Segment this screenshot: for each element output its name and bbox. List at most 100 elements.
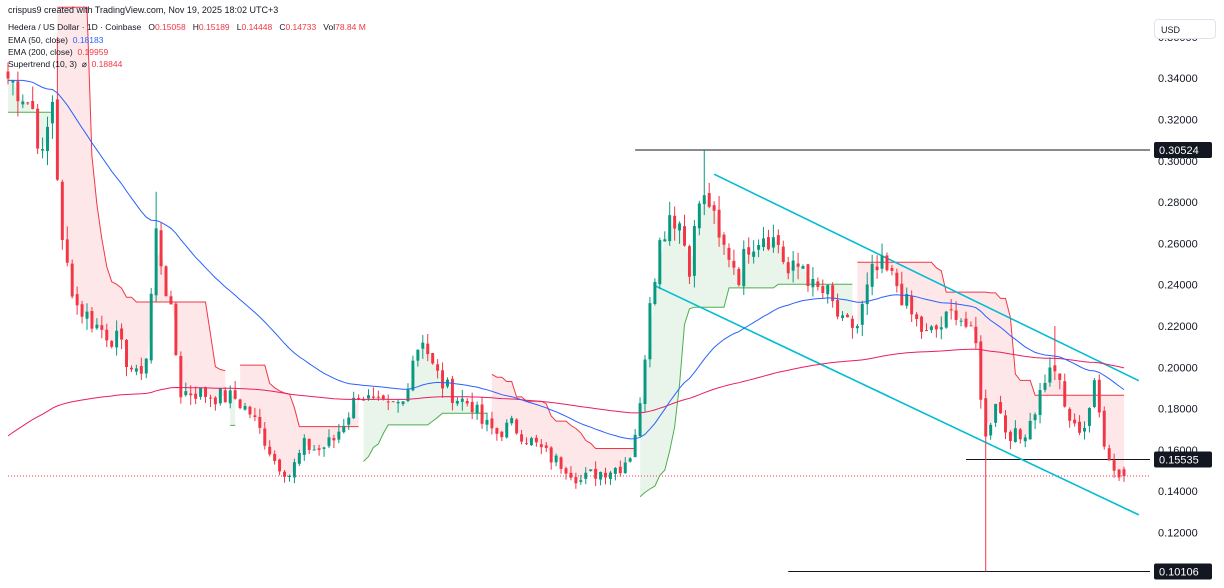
candle-body [717, 209, 721, 238]
candle-body [954, 310, 958, 321]
price-tick-label: 0.28000 [1158, 197, 1198, 209]
candle-body [208, 397, 212, 399]
ohlc-legend: Hedera / US Dollar · 1D · Coinbase O0.15… [8, 21, 366, 33]
candle-body [539, 444, 543, 448]
candle-body [36, 108, 40, 149]
candle-body [194, 393, 198, 399]
candle-body [1087, 408, 1091, 426]
candle-body [75, 294, 79, 306]
candle-body [297, 452, 301, 464]
candle-body [860, 303, 864, 325]
candle-body [218, 388, 222, 404]
candle-body [747, 247, 751, 255]
candle-body [317, 448, 321, 450]
candle-body [243, 405, 247, 410]
candle-body [520, 434, 524, 442]
candle-body [969, 325, 973, 327]
candle-body [70, 263, 74, 297]
candle-body [169, 296, 173, 305]
candle-body [564, 468, 568, 474]
candle-body [1107, 448, 1111, 461]
candle-body [1063, 381, 1067, 407]
candle-body [144, 358, 148, 374]
candle-body [139, 366, 143, 374]
high-label: H [192, 22, 199, 32]
candle-body [21, 101, 25, 105]
candle-body [707, 193, 711, 207]
candle-body [722, 234, 726, 245]
candle-body [120, 328, 124, 340]
candle-body [1083, 427, 1086, 432]
candle-body [421, 342, 425, 349]
candle-body [924, 330, 928, 332]
candle-body [880, 255, 884, 269]
candle-body [648, 303, 652, 360]
candle-body [85, 311, 89, 319]
ema200-legend[interactable]: EMA (200, close) 0.19959 [8, 46, 108, 58]
candle-body [855, 326, 859, 329]
price-axis[interactable]: 0.360000.340000.320000.300000.280000.260… [1158, 32, 1198, 540]
candle-body [436, 364, 440, 371]
price-tick-label: 0.34000 [1158, 73, 1198, 85]
candle-body [732, 260, 736, 268]
currency-selector[interactable]: USD [1154, 19, 1216, 39]
candle-body [396, 401, 400, 404]
candle-body [1004, 415, 1007, 433]
candle-body [268, 446, 272, 455]
price-tick-label: 0.32000 [1158, 114, 1198, 126]
candle-body [312, 449, 316, 451]
level-price-tag [1154, 141, 1212, 158]
candle-body [322, 447, 326, 449]
candle-body [1097, 379, 1101, 413]
candle-body [766, 237, 770, 250]
candle-body [292, 462, 296, 478]
candle-body [579, 480, 583, 482]
ema200-label: EMA (200, close) [8, 47, 73, 57]
candle-body [233, 390, 237, 399]
candle-body [633, 434, 637, 458]
price-tick-label: 0.18000 [1158, 404, 1198, 416]
candle-body [223, 390, 227, 403]
candle-body [554, 455, 558, 463]
price-tick-label: 0.26000 [1158, 238, 1198, 250]
candle-body [1058, 373, 1062, 380]
candle-body [525, 443, 528, 445]
horizontal-levels[interactable]: 0.30524 0.15535 0.10106 [8, 141, 1212, 580]
candle-body [1043, 382, 1047, 390]
candle-body [594, 468, 598, 479]
candle-body [974, 326, 978, 344]
ema50-legend[interactable]: EMA (50, close) 0.18183 [8, 34, 103, 46]
candle-body [989, 424, 993, 436]
candle-body [836, 300, 840, 317]
supertrend-down-line [57, 6, 226, 372]
symbol-title[interactable]: Hedera / US Dollar · 1D · Coinbase [8, 22, 142, 32]
candle-body [376, 396, 380, 398]
candle-body [984, 398, 988, 437]
descending-channel[interactable] [654, 173, 1140, 516]
candle-body [55, 99, 59, 180]
candle-body [465, 400, 469, 404]
supertrend-legend[interactable]: Supertrend (10, 3) ⌀ 0.18844 [8, 58, 122, 70]
candle-body [934, 325, 938, 330]
ema50-label: EMA (50, close) [8, 35, 68, 45]
candle-body [1013, 428, 1017, 443]
candle-body [529, 438, 533, 446]
candle-body [1048, 367, 1052, 383]
close-value: 0.14733 [285, 22, 317, 32]
ema200-line [7, 348, 1125, 437]
candle-body [179, 355, 183, 398]
candle-body [811, 279, 815, 288]
ema50-value: 0.18183 [72, 35, 104, 45]
candle-body [450, 378, 454, 403]
candle-body [386, 401, 390, 403]
candle-body [781, 246, 785, 263]
supertrend-symbol-icon: ⌀ [81, 59, 87, 69]
candle-body [248, 406, 252, 415]
candle-body [199, 387, 203, 397]
candles [6, 36, 1126, 572]
candle-body [100, 325, 104, 330]
candle-body [910, 296, 914, 315]
candle-body [26, 102, 30, 104]
candle-body [31, 100, 35, 109]
